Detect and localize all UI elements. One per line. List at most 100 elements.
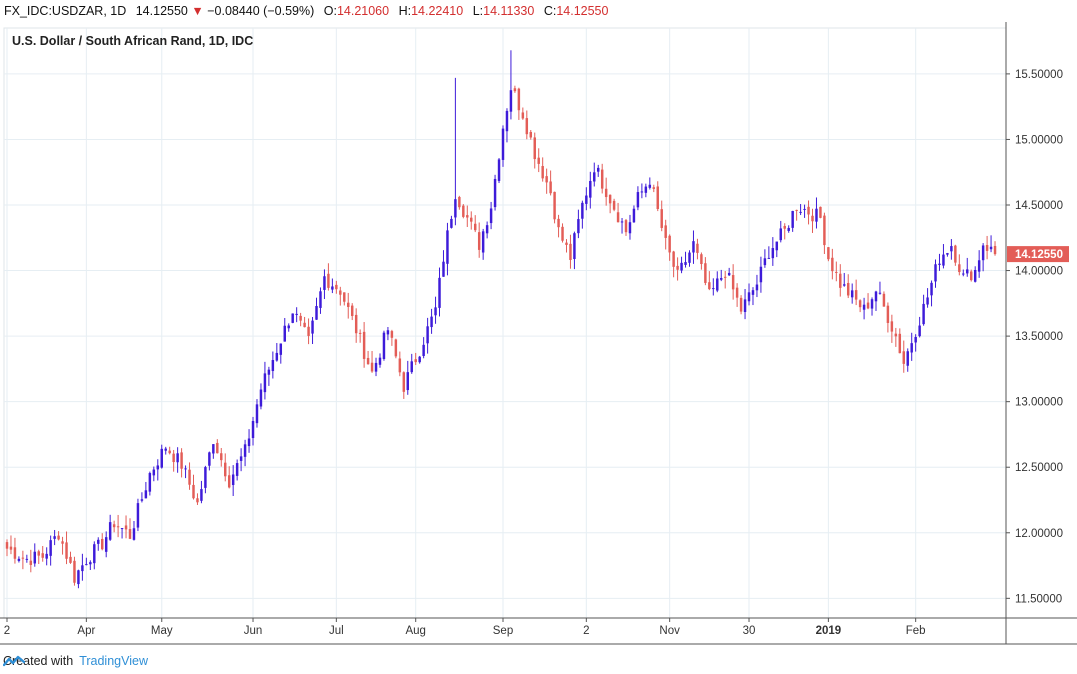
- candle-body: [854, 290, 858, 300]
- candle-body: [85, 564, 88, 566]
- candle-body: [985, 244, 989, 251]
- candle-body: [723, 276, 727, 278]
- candle-body: [132, 528, 136, 540]
- candle-body: [775, 241, 779, 251]
- plot-frame: [3, 27, 1007, 619]
- candle-body: [708, 282, 711, 290]
- candle-body: [287, 325, 290, 329]
- candle-body: [279, 343, 283, 355]
- candle-body: [505, 110, 509, 132]
- candle-body: [573, 233, 576, 259]
- candle-body: [97, 539, 100, 544]
- candle-body: [755, 284, 759, 291]
- candle-body: [827, 247, 830, 260]
- candle-body: [712, 288, 715, 290]
- candle-body: [874, 291, 878, 302]
- candle-body: [37, 551, 40, 556]
- candle-body: [850, 290, 854, 298]
- y-tick-label: 15.50000: [1015, 69, 1063, 81]
- candle-body: [303, 322, 306, 328]
- candle-body: [200, 489, 203, 501]
- candle-body: [898, 333, 902, 354]
- low-value: 14.11330: [483, 4, 535, 18]
- candle-body: [144, 490, 148, 499]
- candle-body: [422, 344, 425, 356]
- candle-body: [148, 473, 152, 492]
- price-chart[interactable]: 11.50000 12.00000 12.50000 13.00000 13.50000…: [0, 22, 1077, 647]
- candle-body: [275, 352, 279, 361]
- candle-body: [553, 191, 556, 220]
- candle-body: [942, 254, 945, 266]
- candle-body: [846, 282, 850, 296]
- candle-body: [644, 186, 648, 193]
- x-tick-label: Jul: [329, 625, 344, 637]
- close-value: 14.12550: [556, 4, 609, 18]
- candle-body: [981, 245, 985, 261]
- candle-body: [525, 118, 529, 135]
- tradingview-brand[interactable]: TradingView: [79, 654, 148, 668]
- candle-body: [585, 195, 588, 204]
- x-tick-label: Apr: [77, 625, 95, 637]
- candle-body: [835, 271, 838, 273]
- open-label: O:: [323, 4, 337, 18]
- candle-body: [485, 225, 489, 234]
- candle-body: [430, 316, 433, 328]
- symbol-label: FX_IDC:USDZAR, 1D: [4, 4, 127, 18]
- candle-body: [473, 223, 477, 231]
- y-tick-label: 12.00000: [1015, 528, 1063, 540]
- candle-body: [295, 313, 298, 315]
- candle-body: [81, 565, 84, 572]
- candle-body: [668, 235, 671, 253]
- candles: [5, 50, 997, 589]
- candle-body: [378, 357, 382, 365]
- candle-body: [882, 293, 886, 307]
- symbol-header: FX_IDC:USDZAR, 1D 14.12550 ▼ −0.08440 (−…: [4, 2, 608, 20]
- open-value: 14.21060: [336, 4, 390, 18]
- candle-body: [537, 157, 540, 164]
- candle-body: [886, 305, 890, 323]
- candle-body: [358, 332, 362, 334]
- candle-body: [716, 278, 719, 291]
- candle-body: [676, 265, 679, 270]
- candle-body: [704, 263, 707, 283]
- y-tick-label: 14.50000: [1015, 200, 1063, 212]
- candle-body: [823, 215, 826, 246]
- candle-body: [307, 326, 310, 336]
- x-tick-label: Sep: [493, 625, 513, 637]
- candle-body: [640, 191, 644, 193]
- candle-body: [517, 88, 521, 111]
- chart-area[interactable]: 11.50000 12.00000 12.50000 13.00000 13.50000…: [0, 22, 1077, 647]
- candle-body: [839, 273, 842, 288]
- candle-body: [450, 218, 453, 228]
- change-value: −0.08440 (−0.59%): [207, 4, 315, 18]
- candle-body: [466, 215, 469, 218]
- last-price: 14.12550: [135, 4, 188, 18]
- x-tick-label: 2019: [816, 625, 842, 637]
- candle-body: [235, 463, 239, 476]
- candle-body: [910, 343, 913, 353]
- candle-body: [966, 269, 969, 274]
- candle-body: [17, 558, 21, 561]
- candle-body: [803, 208, 806, 210]
- candle-body: [533, 137, 536, 160]
- candle-body: [600, 169, 604, 189]
- candle-body: [569, 243, 572, 260]
- candle-body: [743, 299, 747, 312]
- candle-body: [220, 453, 223, 461]
- high-value: 14.22410: [411, 4, 464, 18]
- candle-body: [636, 192, 640, 208]
- candle-body: [120, 528, 124, 530]
- candle-body: [382, 332, 386, 359]
- candle-body: [128, 529, 132, 539]
- candle-body: [751, 290, 755, 295]
- candle-body: [192, 484, 195, 499]
- candle-body: [124, 525, 128, 530]
- candle-body: [561, 226, 564, 241]
- candle-body: [862, 304, 866, 310]
- created-with-label: Created with: [3, 654, 74, 668]
- candle-body: [176, 453, 179, 463]
- candle-body: [969, 271, 973, 281]
- candle-body: [470, 217, 473, 222]
- chart-title: U.S. Dollar / South African Rand, 1D, ID…: [12, 34, 254, 48]
- candle-body: [212, 444, 215, 454]
